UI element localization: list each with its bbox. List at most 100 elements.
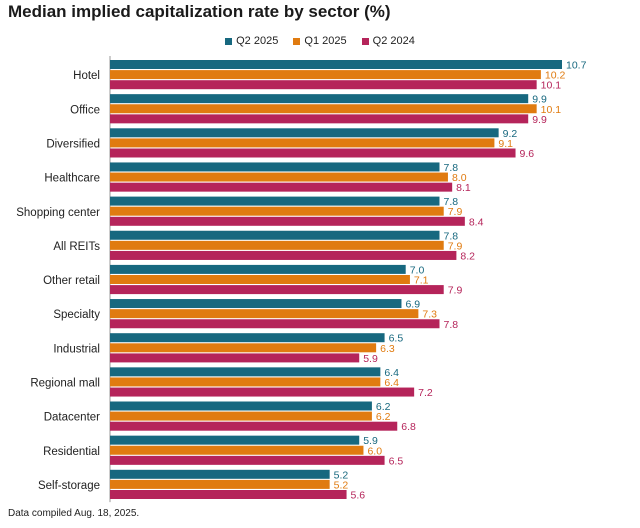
bar-industrial-q2-2024	[110, 353, 360, 363]
value-label-all-reits-q1-2025: 7.9	[448, 240, 463, 252]
bar-all-reits-q2-2025	[110, 230, 440, 240]
legend-label-q1-2025: Q1 2025	[304, 35, 347, 47]
value-label-specialty-q2-2024: 7.8	[443, 319, 458, 331]
bar-healthcare-q1-2025	[110, 172, 448, 182]
category-label-all-reits: All REITs	[53, 241, 100, 253]
bar-office-q2-2024	[110, 114, 529, 124]
value-label-industrial-q1-2025: 6.3	[380, 343, 395, 355]
bar-hotel-q2-2025	[110, 60, 562, 69]
bar-regional-mall-q1-2025	[110, 377, 381, 387]
value-label-datacenter-q1-2025: 6.2	[376, 411, 391, 423]
bar-diversified-q1-2025	[110, 138, 495, 148]
bar-residential-q1-2025	[110, 445, 364, 455]
category-label-regional-mall: Regional mall	[30, 378, 100, 390]
value-label-residential-q1-2025: 6.0	[367, 445, 382, 457]
value-label-all-reits-q2-2025: 7.8	[443, 230, 458, 242]
value-label-hotel-q2-2025: 10.7	[566, 60, 587, 72]
value-label-healthcare-q1-2025: 8.0	[452, 172, 467, 184]
category-label-residential: Residential	[43, 446, 100, 458]
legend-swatch-q1-2025	[293, 37, 301, 45]
value-label-specialty-q1-2025: 7.3	[422, 309, 437, 321]
bar-all-reits-q2-2024	[110, 250, 457, 260]
bar-all-reits-q1-2025	[110, 240, 444, 250]
bar-hotel-q2-2024	[110, 80, 537, 90]
bar-self-storage-q2-2025	[110, 469, 330, 479]
value-label-datacenter-q2-2024: 6.8	[401, 421, 416, 433]
category-label-industrial: Industrial	[53, 343, 100, 355]
bar-datacenter-q2-2024	[110, 421, 398, 431]
value-label-other-retail-q1-2025: 7.1	[414, 275, 429, 287]
value-label-datacenter-q2-2025: 6.2	[376, 401, 391, 413]
value-label-office-q2-2024: 9.9	[532, 114, 547, 126]
value-label-other-retail-q2-2024: 7.9	[448, 285, 463, 297]
value-label-diversified-q1-2025: 9.1	[498, 138, 513, 150]
category-label-hotel: Hotel	[73, 70, 100, 82]
legend-label-q2-2025: Q2 2025	[236, 35, 279, 47]
value-label-hotel-q1-2025: 10.2	[545, 70, 566, 82]
category-label-office: Office	[70, 104, 100, 116]
value-label-office-q1-2025: 10.1	[541, 104, 562, 116]
value-label-all-reits-q2-2024: 8.2	[460, 250, 475, 262]
bar-industrial-q1-2025	[110, 343, 377, 353]
bar-other-retail-q2-2024	[110, 285, 444, 295]
value-label-regional-mall-q2-2025: 6.4	[384, 367, 399, 379]
category-label-shopping-center: Shopping center	[16, 207, 100, 219]
value-label-office-q2-2025: 9.9	[532, 94, 547, 106]
bar-healthcare-q2-2024	[110, 182, 453, 192]
value-label-shopping-center-q2-2025: 7.8	[443, 196, 458, 208]
bar-other-retail-q2-2025	[110, 264, 406, 274]
bar-specialty-q1-2025	[110, 309, 419, 319]
legend-label-q2-2024: Q2 2024	[372, 35, 415, 47]
value-label-shopping-center-q1-2025: 7.9	[448, 206, 463, 218]
value-label-healthcare-q2-2025: 7.8	[443, 162, 458, 174]
category-label-self-storage: Self-storage	[38, 480, 100, 492]
value-label-other-retail-q2-2025: 7.0	[410, 264, 425, 276]
bar-regional-mall-q2-2025	[110, 367, 381, 377]
category-label-other-retail: Other retail	[43, 275, 100, 287]
value-label-residential-q2-2024: 6.5	[389, 455, 404, 467]
bar-industrial-q2-2025	[110, 333, 385, 343]
category-label-healthcare: Healthcare	[44, 173, 100, 185]
bar-hotel-q1-2025	[110, 70, 541, 80]
bar-self-storage-q2-2024	[110, 490, 347, 499]
value-label-regional-mall-q1-2025: 6.4	[384, 377, 399, 389]
bar-other-retail-q1-2025	[110, 275, 410, 284]
value-label-hotel-q2-2024: 10.1	[541, 80, 562, 92]
value-label-diversified-q2-2024: 9.6	[520, 148, 535, 160]
category-label-specialty: Specialty	[53, 309, 100, 321]
bar-residential-q2-2025	[110, 435, 360, 445]
bar-specialty-q2-2024	[110, 319, 440, 329]
value-label-regional-mall-q2-2024: 7.2	[418, 387, 433, 399]
bar-diversified-q2-2024	[110, 148, 516, 158]
chart-title: Median implied capitalization rate by se…	[8, 2, 391, 21]
bar-datacenter-q1-2025	[110, 411, 372, 421]
bar-datacenter-q2-2025	[110, 401, 372, 411]
bar-self-storage-q1-2025	[110, 479, 330, 489]
value-label-self-storage-q2-2024: 5.6	[351, 490, 366, 502]
value-label-healthcare-q2-2024: 8.1	[456, 182, 471, 194]
value-label-residential-q2-2025: 5.9	[363, 435, 378, 447]
bar-residential-q2-2024	[110, 455, 385, 465]
value-label-self-storage-q2-2025: 5.2	[334, 469, 349, 481]
bar-office-q1-2025	[110, 104, 537, 114]
value-label-industrial-q2-2025: 6.5	[389, 333, 404, 345]
bar-shopping-center-q2-2025	[110, 196, 440, 206]
bar-healthcare-q2-2025	[110, 162, 440, 172]
legend-item-q2-2024: Q2 2024	[361, 35, 415, 47]
footnote: Data compiled Aug. 18, 2025.	[8, 508, 140, 519]
bar-office-q2-2025	[110, 94, 529, 104]
legend: Q2 2025 Q1 2025 Q2 2024	[0, 35, 640, 48]
legend-item-q2-2025: Q2 2025	[225, 35, 278, 47]
category-label-diversified: Diversified	[46, 138, 100, 150]
value-label-specialty-q2-2025: 6.9	[405, 299, 420, 311]
legend-swatch-q2-2025	[225, 37, 233, 45]
value-label-diversified-q2-2025: 9.2	[503, 128, 518, 140]
category-label-datacenter: Datacenter	[44, 412, 100, 424]
bar-shopping-center-q2-2024	[110, 216, 465, 226]
legend-item-q1-2025: Q1 2025	[293, 35, 347, 47]
bar-specialty-q2-2025	[110, 299, 402, 309]
bar-shopping-center-q1-2025	[110, 206, 444, 216]
legend-swatch-q2-2024	[361, 37, 369, 45]
value-label-self-storage-q1-2025: 5.2	[334, 479, 349, 491]
